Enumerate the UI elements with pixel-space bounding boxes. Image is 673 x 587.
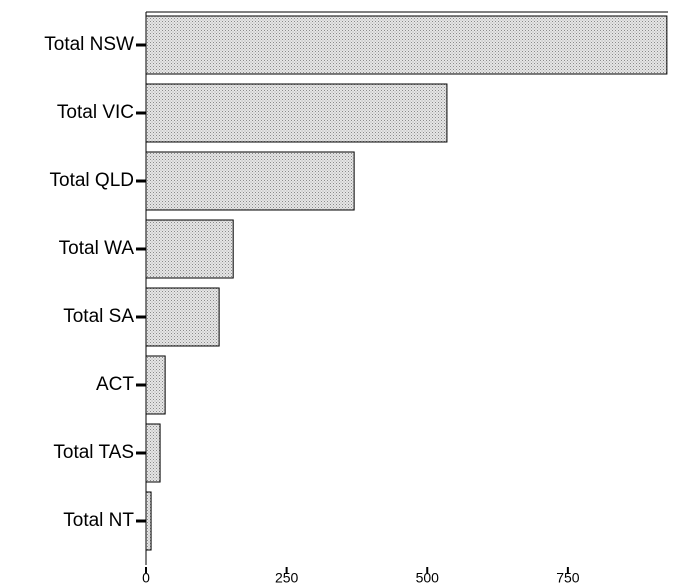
x-tick-label: 250 [275,570,299,586]
bar [145,355,166,415]
y-tick-label: Total SA [63,306,134,327]
bar [145,423,161,483]
y-tick-label: Total QLD [50,170,134,191]
y-tick-label: Total NSW [44,34,134,55]
bar [145,151,355,211]
bar [145,287,220,347]
bar [145,83,448,143]
y-tick-label: Total NT [63,510,134,531]
bar [145,491,152,551]
x-tick-label: 500 [416,570,440,586]
y-tick-label: ACT [96,374,134,395]
y-tick-label: Total VIC [57,102,134,123]
bar [145,219,234,279]
x-tick-label: 750 [556,570,580,586]
y-tick-label: Total TAS [53,442,134,463]
y-tick-label: Total WA [59,238,135,259]
bar [145,15,668,75]
x-tick-label: 0 [142,570,150,586]
